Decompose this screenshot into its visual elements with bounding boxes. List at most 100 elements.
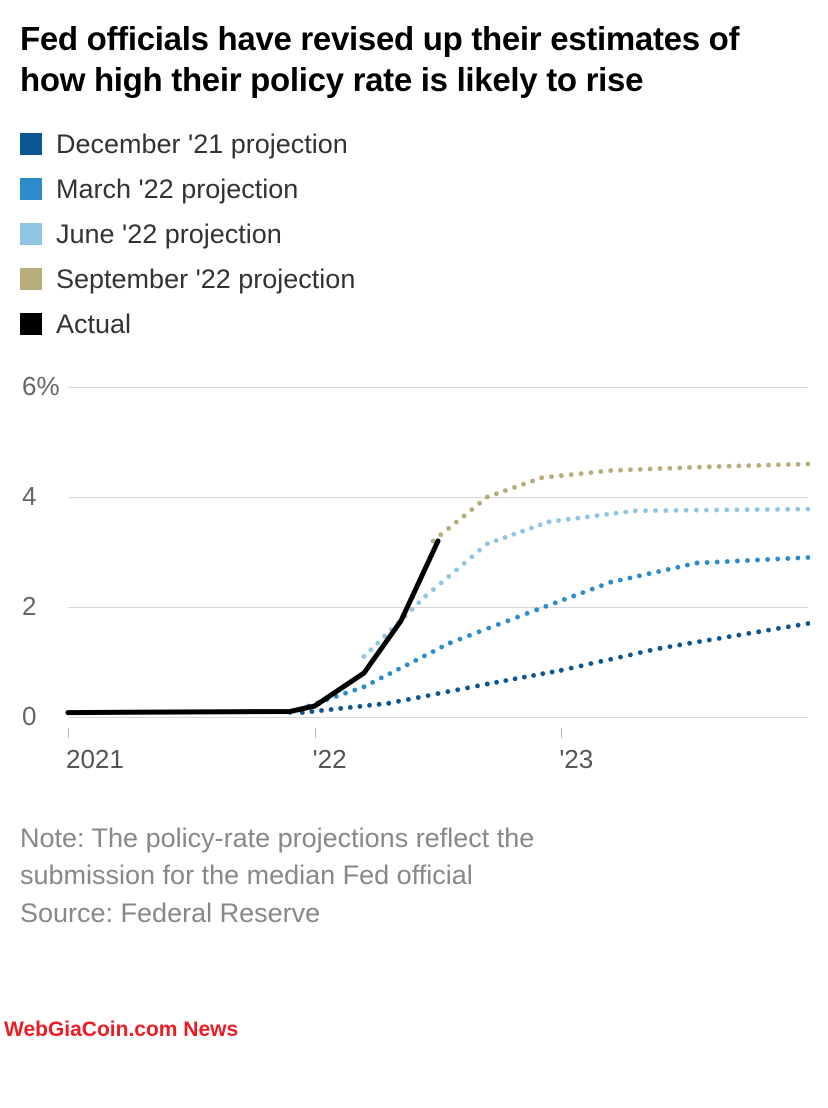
series-dot-dec21 bbox=[436, 691, 441, 696]
series-dot-sep22 bbox=[469, 507, 474, 512]
series-dot-sep22 bbox=[697, 464, 702, 469]
series-dot-jun22 bbox=[694, 507, 699, 512]
series-dot-mar22 bbox=[599, 583, 604, 588]
series-dot-jun22 bbox=[511, 531, 516, 536]
series-dot-dec21 bbox=[766, 627, 771, 632]
series-dot-jun22 bbox=[653, 508, 658, 513]
series-dot-mar22 bbox=[695, 560, 700, 565]
series-dot-sep22 bbox=[786, 462, 791, 467]
series-dot-jun22 bbox=[585, 514, 590, 519]
series-dot-sep22 bbox=[707, 464, 712, 469]
series-dot-mar22 bbox=[581, 590, 586, 595]
series-dot-sep22 bbox=[608, 468, 613, 473]
series-dot-dec21 bbox=[319, 708, 324, 713]
series-dot-sep22 bbox=[589, 470, 594, 475]
series-dot-sep22 bbox=[462, 513, 467, 518]
series-dot-sep22 bbox=[485, 494, 490, 499]
series-dot-sep22 bbox=[549, 474, 554, 479]
note-line-3: Source: Federal Reserve bbox=[20, 895, 808, 933]
series-dot-dec21 bbox=[446, 689, 451, 694]
series-dot-jun22 bbox=[494, 538, 499, 543]
series-dot-sep22 bbox=[530, 478, 535, 483]
series-dot-dec21 bbox=[367, 702, 372, 707]
series-dot-sep22 bbox=[648, 466, 653, 471]
legend-swatch bbox=[20, 178, 42, 200]
series-dot-dec21 bbox=[608, 656, 613, 661]
series-dot-jun22 bbox=[704, 507, 709, 512]
series-dot-sep22 bbox=[598, 469, 603, 474]
series-dot-jun22 bbox=[454, 567, 459, 572]
series-dot-mar22 bbox=[647, 571, 652, 576]
series-dot-sep22 bbox=[796, 461, 801, 466]
series-dot-dec21 bbox=[658, 645, 663, 650]
series-dot-sep22 bbox=[446, 526, 451, 531]
series-dot-sep22 bbox=[628, 467, 633, 472]
series-dot-mar22 bbox=[675, 564, 680, 569]
series-dot-dec21 bbox=[358, 704, 363, 709]
chart-svg bbox=[20, 376, 810, 730]
series-dot-jun22 bbox=[633, 508, 638, 513]
x-axis-label: '23 bbox=[559, 744, 593, 775]
series-dot-jun22 bbox=[614, 510, 619, 515]
series-dot-mar22 bbox=[534, 607, 539, 612]
series-dot-mar22 bbox=[405, 662, 410, 667]
series-dot-mar22 bbox=[362, 684, 367, 689]
series-dot-dec21 bbox=[687, 640, 692, 645]
series-dot-dec21 bbox=[426, 693, 431, 698]
series-dot-mar22 bbox=[765, 557, 770, 562]
series-dot-sep22 bbox=[494, 491, 499, 496]
series-dot-jun22 bbox=[375, 640, 380, 645]
series-dot-mar22 bbox=[396, 666, 401, 671]
series-dot-dec21 bbox=[598, 659, 603, 664]
series-dot-sep22 bbox=[717, 464, 722, 469]
series-dot-sep22 bbox=[746, 463, 751, 468]
series-dot-jun22 bbox=[431, 587, 436, 592]
legend-item: September '22 projection bbox=[20, 264, 808, 295]
legend: December '21 projectionMarch '22 project… bbox=[20, 129, 808, 340]
series-dot-jun22 bbox=[547, 519, 552, 524]
series-dot-jun22 bbox=[485, 541, 490, 546]
series-dot-mar22 bbox=[796, 555, 801, 560]
legend-item: Actual bbox=[20, 309, 808, 340]
series-dot-jun22 bbox=[462, 560, 467, 565]
series-dot-dec21 bbox=[756, 629, 761, 634]
series-dot-dec21 bbox=[648, 648, 653, 653]
series-dot-jun22 bbox=[439, 580, 444, 585]
series-dot-jun22 bbox=[477, 547, 482, 552]
series-dot-sep22 bbox=[539, 475, 544, 480]
legend-item: June '22 projection bbox=[20, 219, 808, 250]
series-dot-dec21 bbox=[579, 663, 584, 668]
series-dot-jun22 bbox=[785, 506, 790, 511]
series-dot-mar22 bbox=[343, 690, 348, 695]
legend-swatch bbox=[20, 313, 42, 335]
series-dot-mar22 bbox=[553, 600, 558, 605]
series-dot-dec21 bbox=[589, 661, 594, 666]
series-dot-mar22 bbox=[506, 618, 511, 623]
series-dot-dec21 bbox=[806, 621, 810, 626]
series-line-actual bbox=[68, 541, 438, 713]
series-dot-jun22 bbox=[520, 528, 525, 533]
series-dot-mar22 bbox=[370, 680, 375, 685]
series-dot-mar22 bbox=[705, 560, 710, 565]
series-dot-sep22 bbox=[569, 472, 574, 477]
series-dot-jun22 bbox=[446, 574, 451, 579]
series-dot-sep22 bbox=[756, 463, 761, 468]
series-dot-mar22 bbox=[637, 573, 642, 578]
note-line-2: submission for the median Fed official bbox=[20, 857, 808, 895]
series-dot-jun22 bbox=[755, 507, 760, 512]
series-dot-mar22 bbox=[628, 575, 633, 580]
legend-item: December '21 projection bbox=[20, 129, 808, 160]
series-dot-mar22 bbox=[496, 622, 501, 627]
series-dot-dec21 bbox=[396, 698, 401, 703]
series-dot-dec21 bbox=[697, 639, 702, 644]
series-dot-jun22 bbox=[714, 507, 719, 512]
series-dot-sep22 bbox=[776, 462, 781, 467]
series-dot-jun22 bbox=[735, 507, 740, 512]
series-dot-mar22 bbox=[755, 557, 760, 562]
series-dot-mar22 bbox=[379, 675, 384, 680]
series-dot-sep22 bbox=[454, 519, 459, 524]
chart-area: 0246%2021'22'23 bbox=[20, 376, 808, 796]
series-dot-jun22 bbox=[470, 554, 475, 559]
series-dot-mar22 bbox=[725, 559, 730, 564]
series-dot-jun22 bbox=[765, 507, 770, 512]
